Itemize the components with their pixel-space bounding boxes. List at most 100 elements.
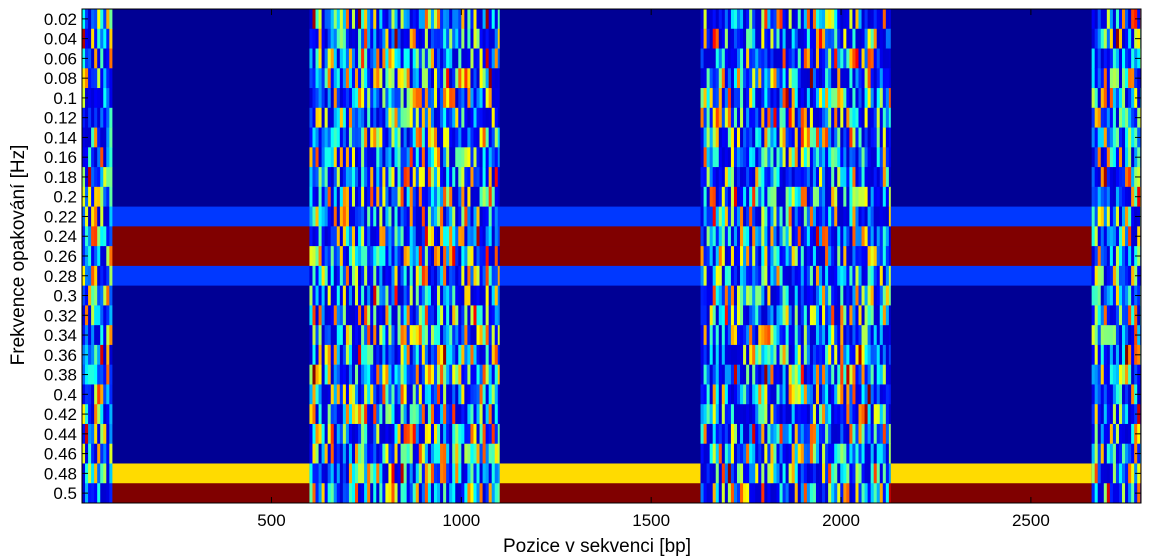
heatmap-noise-cell	[740, 186, 744, 207]
heatmap-noise-cell	[443, 9, 447, 30]
heatmap-noise-cell	[809, 48, 814, 69]
heatmap-noise-cell	[746, 344, 750, 365]
heatmap-noise-cell	[482, 147, 487, 168]
heatmap-noise-cell	[348, 483, 353, 504]
heatmap-noise-cell	[485, 344, 490, 365]
heatmap-noise-cell	[870, 325, 875, 346]
heatmap-noise-cell	[348, 48, 353, 69]
heatmap-noise-cell	[330, 147, 335, 168]
heatmap-noise-cell	[828, 344, 832, 365]
heatmap-noise-cell	[342, 305, 347, 326]
heatmap-noise-cell	[382, 364, 386, 385]
heatmap-noise-cell	[351, 9, 356, 30]
heatmap-noise-cell	[706, 226, 711, 247]
heatmap-noise-cell	[446, 265, 450, 286]
heatmap-noise-cell	[727, 483, 732, 504]
heatmap-noise-cell	[770, 147, 774, 168]
heatmap-noise-cell	[91, 463, 95, 484]
heatmap-noise-cell	[400, 344, 405, 365]
heatmap-noise-cell	[1091, 88, 1096, 109]
heatmap-noise-cell	[470, 364, 474, 385]
heatmap-noise-cell	[443, 48, 447, 69]
heatmap-noise-cell	[885, 28, 890, 49]
heatmap-noise-cell	[718, 483, 723, 504]
heatmap-noise-cell	[803, 127, 808, 148]
heatmap-noise-cell	[1103, 423, 1108, 445]
heatmap-noise-cell	[91, 423, 95, 445]
heatmap-noise-cell	[330, 127, 335, 148]
heatmap-noise-cell	[815, 28, 820, 49]
heatmap-noise-cell	[1091, 463, 1096, 484]
heatmap-band-cell	[112, 344, 310, 365]
heatmap-noise-cell	[336, 107, 341, 128]
heatmap-noise-cell	[806, 127, 811, 148]
heatmap-noise-cell	[97, 305, 101, 326]
y-tick-label: 0.2	[53, 188, 77, 207]
heatmap-noise-cell	[376, 107, 380, 128]
heatmap-noise-cell	[867, 167, 872, 188]
heatmap-noise-cell	[397, 28, 401, 49]
heatmap-noise-cell	[1109, 265, 1114, 286]
heatmap-noise-cell	[397, 9, 401, 30]
heatmap-noise-cell	[736, 384, 741, 405]
heatmap-noise-cell	[309, 186, 313, 207]
heatmap-noise-cell	[388, 167, 392, 188]
heatmap-noise-cell	[1122, 285, 1126, 306]
heatmap-band-cell	[112, 147, 310, 168]
heatmap-noise-cell	[825, 9, 829, 30]
heatmap-noise-cell	[455, 167, 459, 188]
heatmap-noise-cell	[849, 206, 853, 227]
heatmap-noise-cell	[430, 127, 435, 148]
heatmap-noise-cell	[97, 404, 101, 425]
heatmap-noise-cell	[470, 9, 474, 30]
heatmap-noise-cell	[103, 404, 107, 425]
heatmap-noise-cell	[409, 246, 414, 267]
heatmap-band-cell	[112, 167, 310, 188]
heatmap-noise-cell	[327, 246, 332, 267]
heatmap-noise-cell	[400, 88, 405, 109]
heatmap-noise-cell	[373, 9, 377, 30]
heatmap-noise-cell	[485, 48, 490, 69]
heatmap-noise-cell	[736, 107, 741, 128]
heatmap-noise-cell	[876, 483, 881, 504]
heatmap-noise-cell	[409, 265, 414, 286]
heatmap-noise-cell	[721, 186, 726, 207]
heatmap-noise-cell	[473, 305, 477, 326]
heatmap-noise-cell	[394, 423, 398, 445]
heatmap-noise-cell	[497, 443, 500, 464]
heatmap-noise-cell	[1109, 423, 1114, 445]
heatmap-noise-cell	[348, 147, 353, 168]
heatmap-noise-cell	[812, 344, 817, 365]
heatmap-noise-cell	[494, 364, 499, 385]
heatmap-noise-cell	[885, 88, 890, 109]
heatmap-noise-cell	[443, 463, 447, 484]
heatmap-noise-cell	[776, 48, 780, 69]
heatmap-noise-cell	[473, 147, 477, 168]
heatmap-noise-cell	[809, 9, 814, 30]
heatmap-noise-cell	[458, 423, 462, 445]
heatmap-noise-cell	[712, 285, 717, 306]
heatmap-noise-cell	[852, 325, 856, 346]
heatmap-noise-cell	[1094, 404, 1099, 425]
heatmap-noise-cell	[736, 404, 741, 425]
heatmap-noise-cell	[446, 48, 450, 69]
heatmap-noise-cell	[339, 206, 344, 227]
heatmap-noise-cell	[761, 325, 765, 346]
heatmap-noise-cell	[315, 167, 319, 188]
heatmap-noise-cell	[415, 9, 420, 30]
heatmap-noise-cell	[485, 305, 490, 326]
heatmap-noise-cell	[364, 88, 368, 109]
heatmap-noise-cell	[321, 285, 326, 306]
heatmap-noise-cell	[721, 127, 726, 148]
heatmap-noise-cell	[455, 88, 459, 109]
heatmap-noise-cell	[1094, 443, 1099, 464]
heatmap-band-cell	[112, 463, 310, 484]
heatmap-noise-cell	[831, 167, 835, 188]
heatmap-band-cell	[890, 167, 1092, 188]
heatmap-noise-cell	[464, 344, 468, 365]
heatmap-noise-cell	[333, 147, 338, 168]
heatmap-noise-cell	[421, 404, 426, 425]
heatmap-noise-cell	[837, 404, 841, 425]
heatmap-noise-cell	[761, 127, 765, 148]
heatmap-noise-cell	[455, 9, 459, 30]
